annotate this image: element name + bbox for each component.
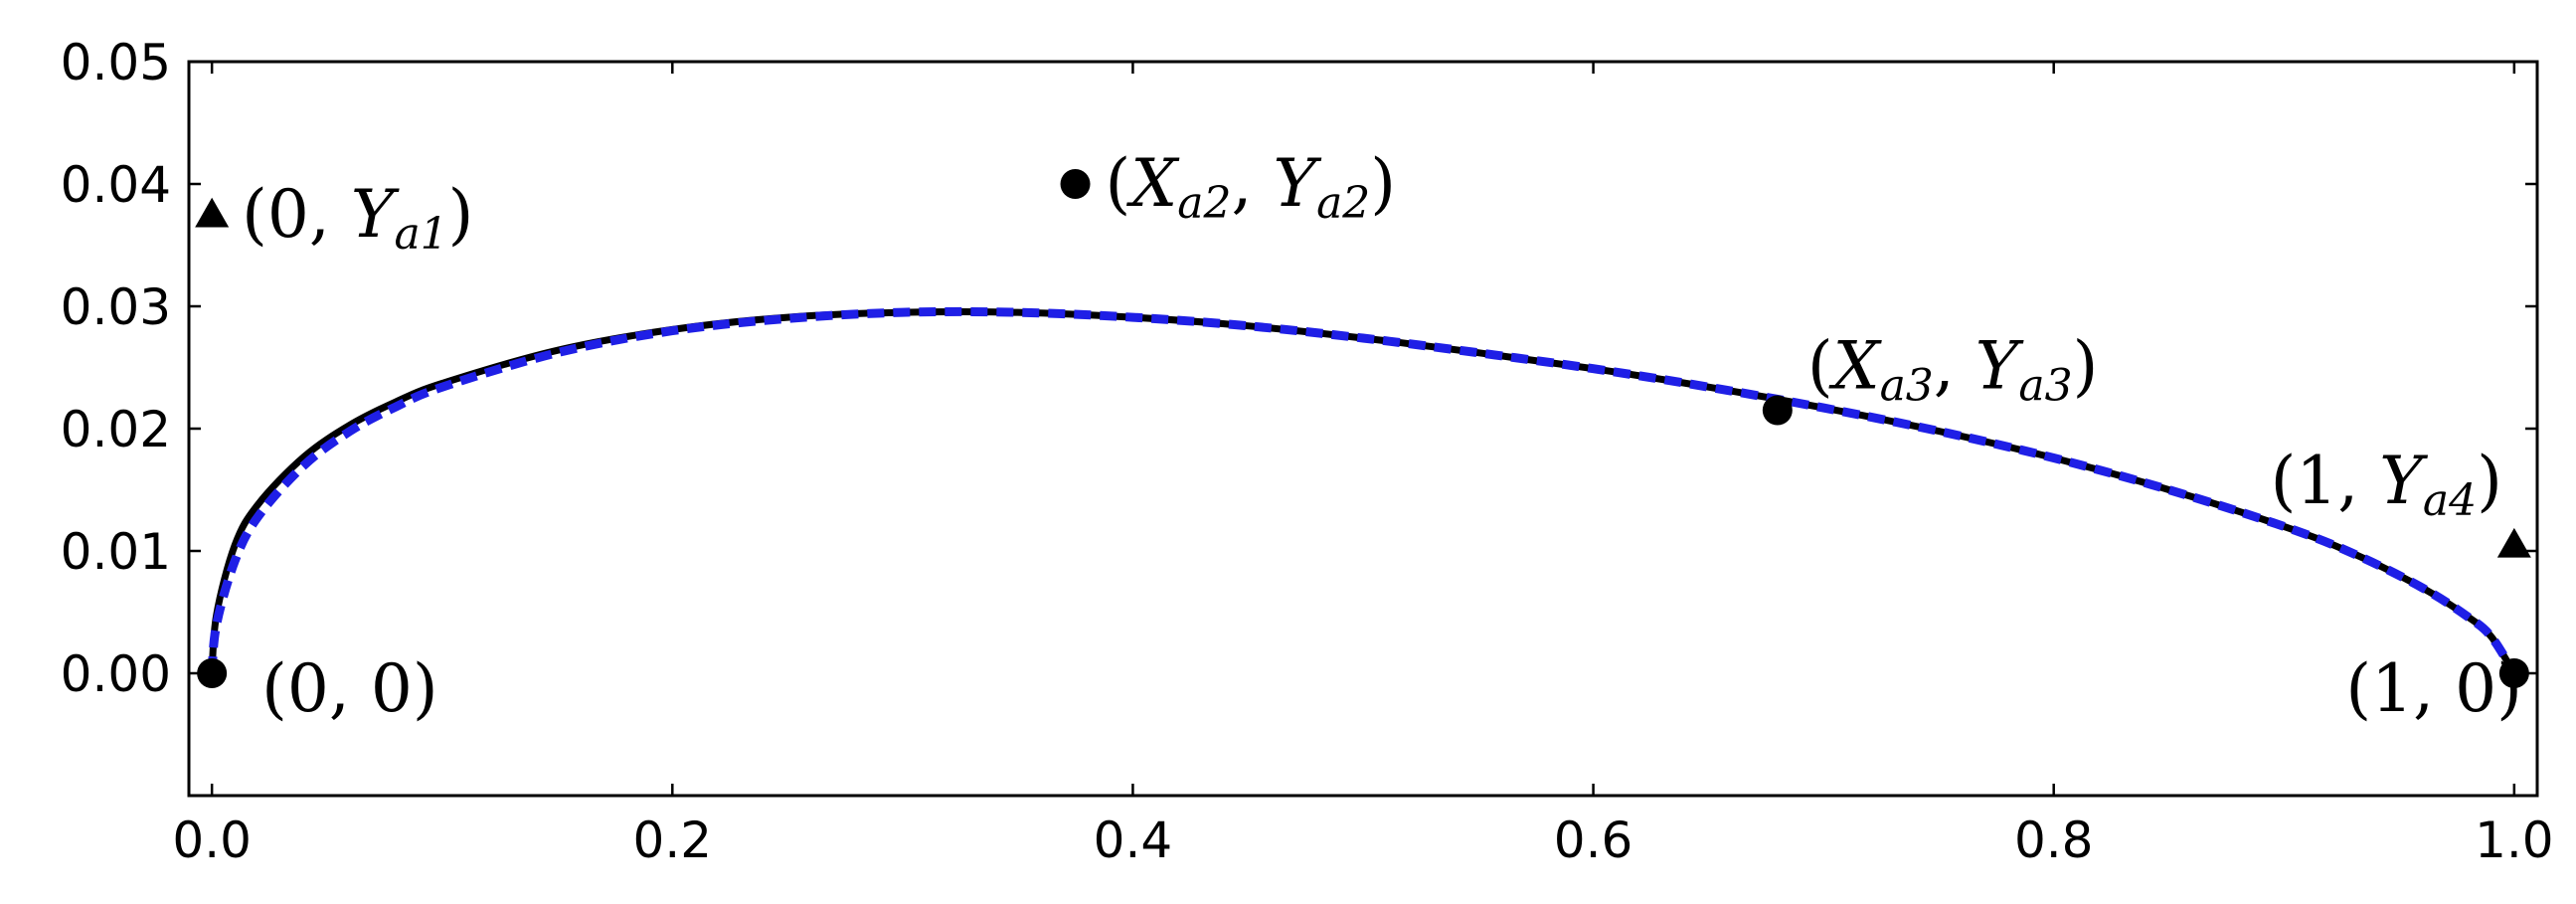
axis-ticks: 0.0 0.2 0.4 0.6 0.8 1.0 0.00 0.01 0.02 0.03 0.04 0.… <box>61 34 2554 869</box>
x-tick-label: 0.4 <box>1094 812 1173 869</box>
point-annotations: (0, 0) (0, Ya1) (Xa2, Ya2) (Xa3, Ya3) (1, Ya… <box>242 145 2522 727</box>
y-tick-label: 0.02 <box>61 401 171 458</box>
y-tick-label: 0.03 <box>61 278 171 336</box>
x-tick-label: 0.8 <box>2014 812 2094 869</box>
axes-frame <box>187 60 2539 798</box>
y-tick-label: 0.01 <box>61 523 171 581</box>
point-label: (0, Ya1) <box>242 176 473 260</box>
point-markers <box>195 169 2531 688</box>
y-tick-label: 0.00 <box>61 645 171 703</box>
y-tick-label: 0.05 <box>61 34 171 91</box>
x-tick-label: 0.0 <box>172 812 252 869</box>
point-label: (Xa2, Ya2) <box>1106 145 1397 229</box>
x-tick-label: 0.6 <box>1554 812 1633 869</box>
triangle-marker <box>195 197 230 228</box>
point-label: (0, 0) <box>261 650 437 727</box>
x-tick-label: 0.2 <box>633 812 713 869</box>
circle-marker <box>1762 395 1793 426</box>
triangle-marker <box>2496 527 2531 558</box>
circle-marker <box>1060 169 1091 199</box>
solid-series-line <box>208 308 2517 675</box>
circle-marker <box>2498 658 2529 688</box>
x-tick-label: 1.0 <box>2475 812 2554 869</box>
circle-marker <box>197 658 228 688</box>
point-label: (1, 0) <box>2345 650 2521 727</box>
point-label: (1, Ya4) <box>2271 443 2502 526</box>
y-tick-label: 0.04 <box>61 156 171 214</box>
point-label: (Xa3, Ya3) <box>1807 328 2099 412</box>
plot-area <box>207 306 2518 676</box>
